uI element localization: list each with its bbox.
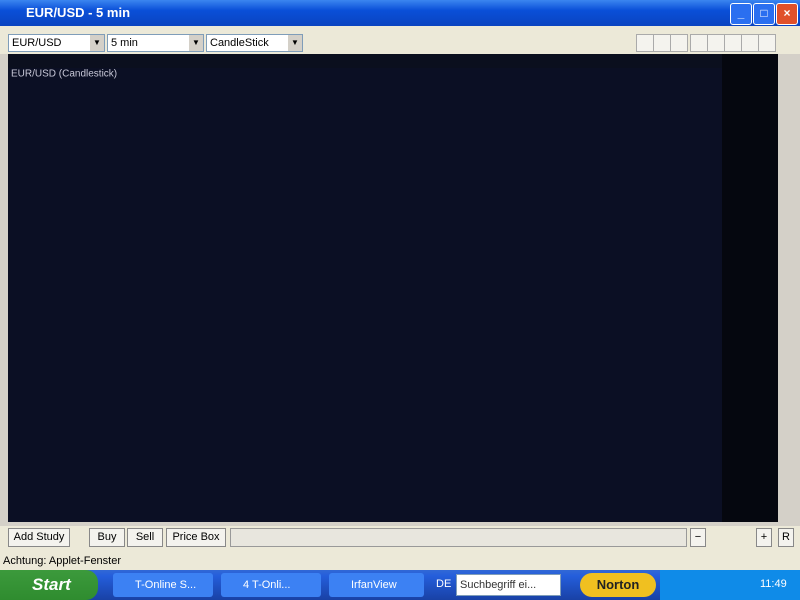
minimize-button[interactable]: _ [730, 3, 752, 25]
add-study-button[interactable]: Add Study [8, 528, 70, 547]
zoom-out[interactable]: − [690, 528, 706, 547]
chart-style: CandleStick [210, 37, 269, 49]
tool-button[interactable] [653, 34, 671, 52]
task-button[interactable]: IrfanView [329, 573, 424, 597]
symbol: EUR/USD [12, 37, 62, 49]
price-axis [722, 54, 778, 522]
tool-button[interactable] [741, 34, 759, 52]
style-select[interactable]: CandleStick ▼ [206, 34, 303, 52]
tool-button[interactable] [670, 34, 688, 52]
zoom-in[interactable]: + [756, 528, 772, 547]
time-axis [8, 54, 722, 68]
chart: EUR/USD (Candlestick) [0, 54, 800, 526]
title-bar: EUR/USD - 5 min _ □ × [0, 0, 800, 26]
tool-button[interactable] [724, 34, 742, 52]
maximize-button[interactable]: □ [753, 3, 775, 25]
status-bar: Achtung: Applet-Fenster [3, 555, 122, 567]
tool-button[interactable] [690, 34, 708, 52]
plot-area [8, 68, 722, 522]
price-box-button[interactable]: Price Box [166, 528, 226, 547]
start-button[interactable]: Start [0, 570, 98, 600]
period-select[interactable]: 5 min ▼ [107, 34, 204, 52]
toolbar: EUR/USD ▼ 5 min ▼ CandleStick ▼ [0, 26, 800, 56]
period: 5 min [111, 37, 138, 49]
task-button[interactable]: T-Online S... [113, 573, 213, 597]
scrollbar[interactable] [230, 528, 687, 547]
sell-button[interactable]: Sell [127, 528, 163, 547]
language[interactable]: DE [436, 578, 452, 590]
tool-button[interactable] [636, 34, 654, 52]
search-box[interactable]: Suchbegriff ei... [456, 574, 561, 596]
task-button[interactable]: 4 T-Onli... [221, 573, 321, 597]
window-title: EUR/USD - 5 min [26, 5, 131, 20]
buy-button[interactable]: Buy [89, 528, 125, 547]
close-button[interactable]: × [776, 3, 798, 25]
system-tray: 11:49 [660, 570, 800, 600]
tool-button[interactable] [758, 34, 776, 52]
tool-button[interactable] [707, 34, 725, 52]
symbol-select[interactable]: EUR/USD ▼ [8, 34, 105, 52]
clock: 11:49 [760, 578, 787, 590]
taskbar: Start T-Online S... 4 T-Onli... IrfanVie… [0, 570, 800, 600]
norton-button[interactable]: Norton [580, 573, 656, 597]
legend: EUR/USD (Candlestick) [11, 69, 117, 80]
reset-button[interactable]: R [778, 528, 794, 547]
